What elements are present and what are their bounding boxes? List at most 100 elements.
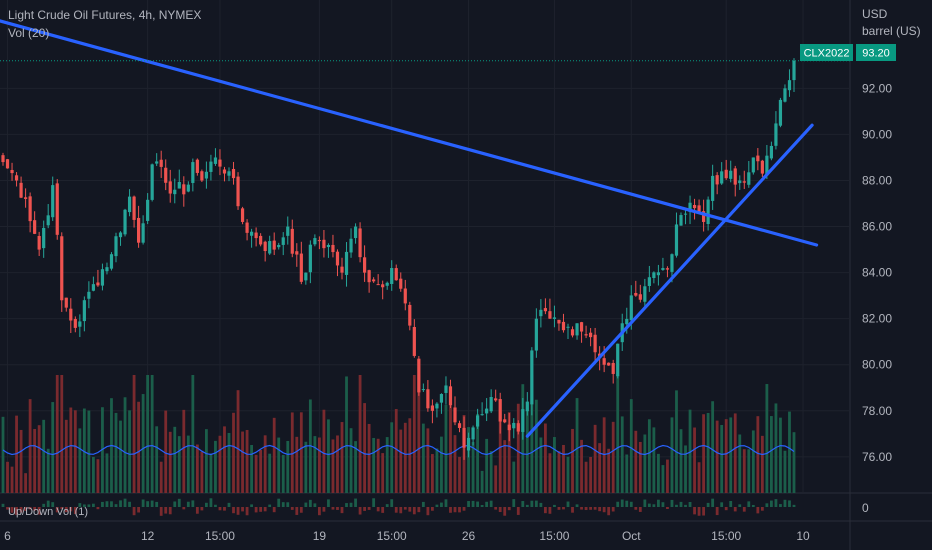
volume-bar bbox=[444, 404, 448, 493]
volume-bar bbox=[254, 454, 258, 493]
volume-bar bbox=[96, 459, 100, 493]
candle-body bbox=[756, 155, 760, 162]
volume-bar bbox=[471, 442, 475, 493]
candle-body bbox=[670, 254, 674, 272]
candle-body bbox=[164, 167, 168, 183]
time-tick-label: 15:00 bbox=[377, 529, 407, 543]
volume-bar bbox=[245, 429, 249, 493]
volume-bars bbox=[1, 375, 796, 493]
volume-bar bbox=[223, 426, 226, 493]
candle-body bbox=[236, 176, 240, 207]
candle-body bbox=[466, 437, 471, 451]
volume-bar bbox=[191, 375, 195, 493]
volume-bar bbox=[372, 437, 376, 493]
updown-volume-bar bbox=[792, 504, 796, 507]
candle-body bbox=[209, 161, 213, 172]
candle-body bbox=[385, 282, 389, 286]
time-axis-ticks[interactable]: 6 12 15:00 19 15:00 26 15:00 Oct 15:00 10 bbox=[4, 529, 810, 543]
candle-body bbox=[14, 175, 19, 181]
updown-volume-bar bbox=[580, 507, 583, 510]
updown-volume-bar bbox=[295, 507, 299, 515]
updown-volume-bar bbox=[485, 501, 489, 507]
trendline[interactable] bbox=[525, 123, 814, 438]
updown-volume-bar bbox=[218, 507, 222, 511]
candle-body bbox=[182, 184, 186, 195]
updown-volume-bar bbox=[33, 507, 37, 511]
volume-bar bbox=[218, 435, 222, 493]
candle-body bbox=[656, 272, 660, 276]
updown-volume-bar bbox=[336, 507, 339, 510]
updown-volume-bar bbox=[747, 501, 751, 507]
candle-body bbox=[28, 196, 32, 222]
last-price-badges: CLX2022 93.20 bbox=[800, 44, 896, 61]
candle-body bbox=[240, 208, 245, 222]
volume-bar bbox=[480, 470, 484, 493]
candle-body bbox=[78, 321, 82, 327]
candle-body bbox=[91, 284, 95, 291]
trendline[interactable] bbox=[0, 19, 819, 247]
volume-bar bbox=[232, 412, 235, 493]
candle-body bbox=[73, 319, 77, 328]
volume-bar bbox=[408, 418, 412, 493]
updown-volume-bar bbox=[304, 502, 308, 507]
updown-volume-bar bbox=[729, 500, 733, 507]
candle-body bbox=[674, 224, 679, 256]
volume-bar bbox=[711, 401, 715, 493]
updown-volume-bar bbox=[720, 502, 724, 507]
updown-volume-bar bbox=[566, 501, 570, 507]
updown-volume-bar bbox=[620, 499, 624, 507]
updown-volume-bar bbox=[340, 507, 344, 514]
volume-bar bbox=[792, 432, 796, 493]
candle-body bbox=[118, 232, 123, 238]
candle-body bbox=[96, 282, 100, 286]
updown-volume-bar bbox=[774, 499, 778, 507]
volume-bar bbox=[702, 414, 705, 493]
candle-body bbox=[331, 244, 335, 253]
updown-volume-bar bbox=[331, 507, 335, 510]
volume-bar bbox=[200, 451, 204, 493]
updown-volume-bar bbox=[200, 507, 204, 511]
candle-body bbox=[33, 220, 37, 234]
volume-bar bbox=[299, 412, 303, 493]
price-axis-ticks[interactable]: 76.00 78.00 80.00 82.00 84.00 86.00 88.00 90.00… bbox=[862, 81, 892, 464]
updown-volume-bar bbox=[530, 500, 534, 507]
candle-body bbox=[724, 169, 728, 179]
volume-bar bbox=[534, 399, 538, 493]
updown-volume-bar bbox=[46, 500, 50, 507]
candle-body bbox=[186, 184, 190, 192]
trendlines[interactable] bbox=[0, 19, 819, 438]
volume-bar bbox=[421, 423, 425, 493]
updown-volume-bar bbox=[724, 507, 728, 511]
updown-volume-bar bbox=[241, 507, 244, 512]
candle-body bbox=[711, 175, 715, 201]
updown-volume-bar bbox=[408, 507, 412, 512]
updown-volume-bar bbox=[146, 501, 150, 507]
updown-volume-bar bbox=[788, 500, 791, 507]
volume-bar bbox=[123, 397, 127, 493]
updown-volume-bar bbox=[498, 507, 502, 513]
updown-volume-bar bbox=[272, 507, 276, 513]
updown-volume-bar bbox=[345, 503, 348, 507]
updown-volume-bar bbox=[675, 504, 678, 507]
candle-body bbox=[254, 232, 258, 239]
volume-bar bbox=[268, 453, 272, 493]
updown-volume-bar bbox=[652, 504, 656, 507]
volume-bar bbox=[290, 412, 294, 493]
updown-volume-bar bbox=[6, 507, 9, 510]
updown-axis-zero: 0 bbox=[862, 501, 869, 515]
volume-bar bbox=[571, 428, 574, 493]
updown-volume-bar bbox=[575, 504, 579, 507]
updown-volume-bar bbox=[571, 507, 574, 513]
candle-body bbox=[430, 405, 434, 411]
updown-volume-bar bbox=[73, 507, 77, 515]
updown-volume-bar bbox=[381, 507, 385, 513]
candle-body bbox=[195, 159, 199, 173]
volume-bar bbox=[652, 427, 656, 493]
volume-bar bbox=[467, 427, 470, 493]
updown-volume-bar bbox=[114, 504, 118, 507]
updown-volume-bar bbox=[322, 507, 326, 512]
candle-body bbox=[168, 181, 172, 194]
updown-volume-bar bbox=[440, 502, 443, 507]
updown-volume-bar bbox=[783, 499, 787, 507]
